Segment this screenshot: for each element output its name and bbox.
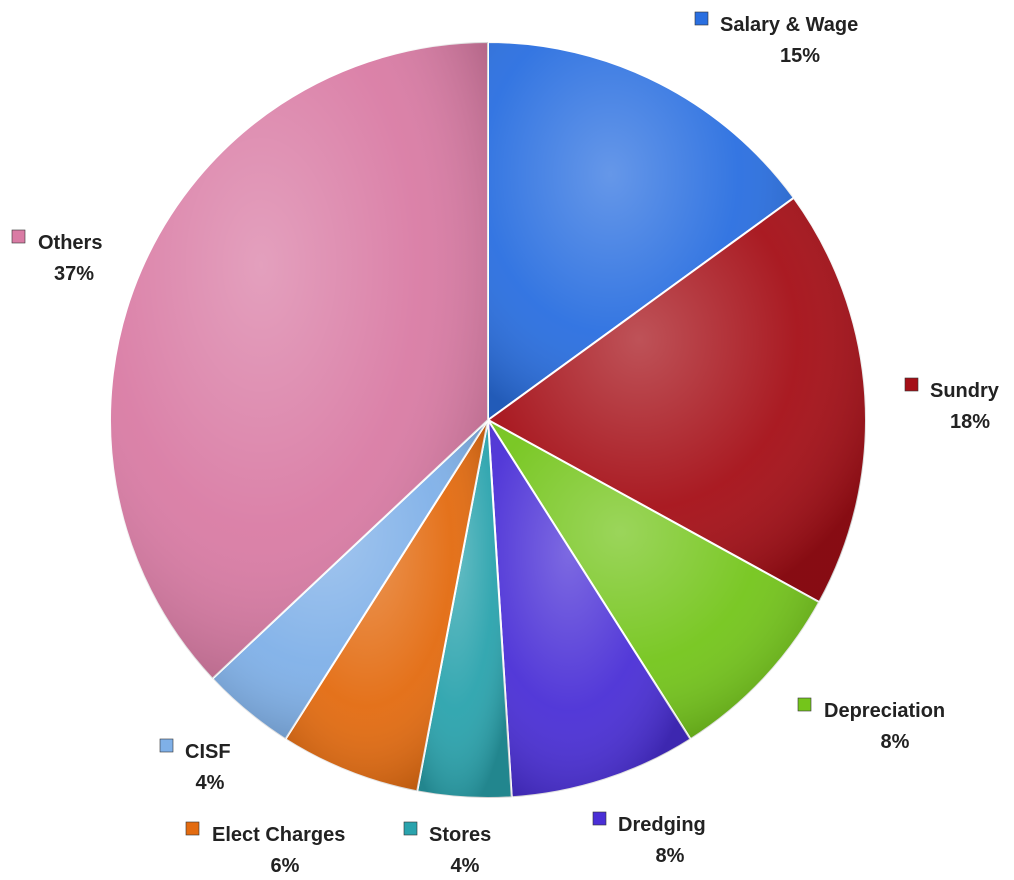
legend-swatch-salary-and-wage xyxy=(694,11,709,26)
slice-value-elect-charges: 6% xyxy=(271,855,300,877)
legend-swatch-dredging xyxy=(592,811,607,826)
slice-label-dredging: Dredging xyxy=(618,814,706,836)
slice-value-dredging: 8% xyxy=(656,845,685,867)
slice-value-others: 37% xyxy=(54,263,94,285)
pie-slice-shading-salary-and-wage xyxy=(488,42,794,420)
legend-swatch-others xyxy=(11,229,26,244)
legend-swatch-sundry xyxy=(904,377,919,392)
pie-slice-shading-others xyxy=(109,42,489,679)
slice-label-others: Others xyxy=(38,232,102,254)
slice-label-depreciation: Depreciation xyxy=(824,700,945,722)
slice-label-sundry: Sundry xyxy=(930,380,1000,402)
slice-value-salary-and-wage: 15% xyxy=(780,45,820,67)
slice-value-depreciation: 8% xyxy=(881,731,910,753)
legend-swatch-stores xyxy=(403,821,418,836)
pie-slice-shading-stores xyxy=(417,420,512,798)
pie-slice-shading-cisf xyxy=(212,420,488,740)
pie-slice-shading-dredging xyxy=(488,420,691,798)
pie-slices xyxy=(109,40,867,799)
slice-label-stores: Stores xyxy=(429,824,491,846)
slice-label-salary-and-wage: Salary & Wage xyxy=(720,14,858,36)
legend-swatch-elect-charges xyxy=(185,821,200,836)
slice-value-sundry: 18% xyxy=(950,411,990,433)
slice-label-cisf: CISF xyxy=(185,741,231,763)
legend-swatch-depreciation xyxy=(797,697,812,712)
pie-slice-shading-sundry xyxy=(488,197,866,603)
slice-label-elect-charges: Elect Charges xyxy=(212,824,345,846)
pie-slice-shading-depreciation xyxy=(488,420,820,740)
slice-value-stores: 4% xyxy=(451,855,480,877)
pie-labels: Salary & Wage 15% Sundry 18% Depreciation 8% D… xyxy=(11,11,1000,877)
pie-slice-shading-elect-charges xyxy=(285,420,488,792)
slice-value-cisf: 4% xyxy=(196,772,225,794)
legend-swatch-cisf xyxy=(159,738,174,753)
